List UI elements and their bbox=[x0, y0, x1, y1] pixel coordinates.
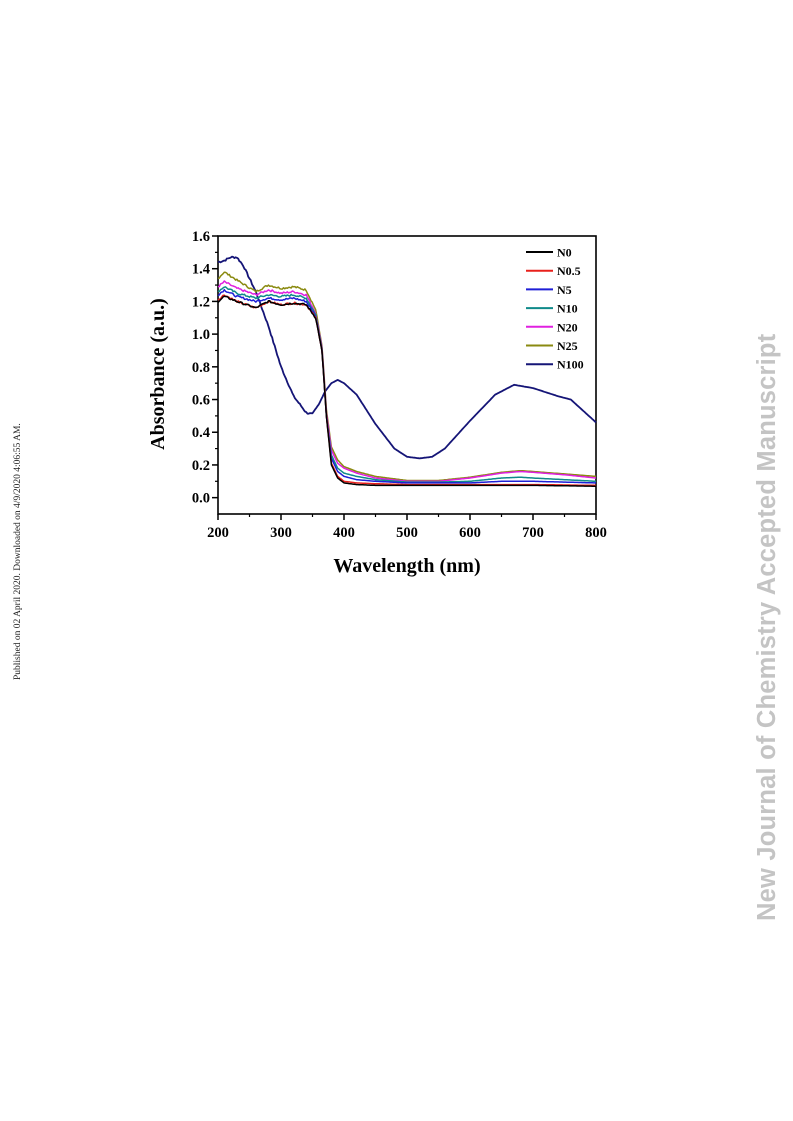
axes-layer: 200 300 400 500 600 700 800 0.0 0.2 0.4 0.6 0.8 1.0 1… bbox=[192, 229, 607, 541]
x-tick-label: 500 bbox=[396, 525, 418, 541]
legend-label: N10 bbox=[557, 302, 578, 316]
legend-label: N0 bbox=[557, 246, 572, 260]
y-tick-label: 0.8 bbox=[192, 360, 210, 376]
y-tick-label: 1.2 bbox=[192, 294, 210, 310]
y-tick-label: 1.6 bbox=[192, 229, 210, 245]
legend-label: N25 bbox=[557, 339, 578, 353]
legend-label: N0.5 bbox=[557, 264, 581, 278]
series-line-n0-5 bbox=[217, 294, 596, 487]
series-line-n25 bbox=[217, 271, 597, 482]
x-tick-label: 400 bbox=[333, 525, 355, 541]
x-tick-label: 200 bbox=[207, 525, 229, 541]
x-tick-label: 600 bbox=[459, 525, 481, 541]
x-tick-label: 800 bbox=[585, 525, 607, 541]
y-tick-label: 1.0 bbox=[192, 327, 210, 343]
legend-label: N20 bbox=[557, 320, 578, 334]
legend-label: N100 bbox=[557, 358, 584, 372]
series-layer bbox=[217, 255, 597, 487]
series-line-n0 bbox=[217, 295, 596, 487]
y-tick-label: 0.6 bbox=[192, 393, 210, 409]
legend-label: N5 bbox=[557, 283, 572, 297]
x-tick-label: 300 bbox=[270, 525, 292, 541]
series-line-n100 bbox=[217, 255, 597, 460]
series-line-n20 bbox=[217, 280, 597, 483]
y-tick-label: 0.2 bbox=[192, 458, 210, 474]
y-tick-label: 1.4 bbox=[192, 262, 210, 278]
x-axis-title: Wavelength (nm) bbox=[333, 555, 480, 577]
y-axis-title: Absorbance (a.u.) bbox=[147, 298, 169, 450]
y-tick-label: 0.4 bbox=[192, 425, 210, 441]
legend: N0 N0.5 N5 N10 N20 N25 N100 bbox=[526, 246, 584, 372]
x-tick-label: 700 bbox=[522, 525, 544, 541]
series-line-n10 bbox=[217, 286, 597, 483]
y-tick-label: 0.0 bbox=[192, 491, 210, 507]
series-line-n5 bbox=[217, 288, 596, 484]
